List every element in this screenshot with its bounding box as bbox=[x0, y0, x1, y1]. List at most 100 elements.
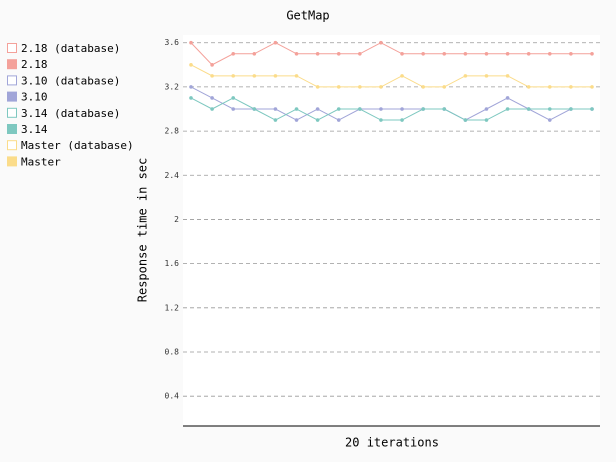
point bbox=[315, 51, 320, 56]
point bbox=[273, 107, 278, 111]
point bbox=[210, 96, 214, 100]
x-axis-label: 20 iterations bbox=[345, 436, 439, 450]
point bbox=[210, 74, 214, 78]
point bbox=[336, 118, 341, 122]
point bbox=[336, 51, 341, 56]
point bbox=[547, 107, 552, 111]
y-axis-label: Response time in sec bbox=[136, 158, 150, 303]
point bbox=[315, 85, 320, 89]
legend-label: 3.10 (database) bbox=[21, 74, 120, 87]
point bbox=[294, 107, 299, 111]
point bbox=[421, 51, 425, 56]
point bbox=[484, 51, 489, 56]
legend-label: 2.18 (database) bbox=[21, 42, 120, 55]
point bbox=[252, 107, 257, 111]
legend-label: 3.14 (database) bbox=[21, 107, 120, 120]
point bbox=[231, 74, 236, 78]
point bbox=[526, 85, 531, 89]
point bbox=[442, 107, 447, 111]
point bbox=[505, 107, 510, 111]
point bbox=[484, 74, 489, 78]
point bbox=[315, 118, 320, 122]
point bbox=[484, 118, 489, 122]
point bbox=[463, 51, 468, 56]
point bbox=[273, 74, 278, 78]
point bbox=[590, 85, 594, 89]
point bbox=[358, 85, 362, 89]
point bbox=[547, 118, 552, 122]
series-line bbox=[190, 42, 592, 66]
point bbox=[189, 40, 193, 45]
point bbox=[484, 107, 489, 111]
point bbox=[294, 51, 299, 56]
legend-swatch bbox=[7, 156, 17, 167]
point bbox=[273, 118, 278, 122]
point bbox=[210, 63, 214, 67]
point bbox=[379, 85, 383, 89]
point bbox=[463, 118, 468, 122]
point bbox=[358, 51, 362, 56]
point bbox=[421, 107, 425, 111]
point bbox=[189, 96, 193, 100]
point bbox=[189, 85, 193, 89]
point bbox=[569, 51, 573, 56]
point bbox=[400, 107, 404, 111]
legend-swatch bbox=[7, 140, 17, 151]
y-tick-label: 1.6 bbox=[165, 259, 180, 268]
point bbox=[231, 51, 236, 56]
legend-label: Master (database) bbox=[21, 139, 134, 152]
point bbox=[231, 96, 236, 100]
point bbox=[526, 107, 531, 111]
legend-label: 3.14 bbox=[21, 123, 48, 136]
series-line bbox=[190, 97, 592, 121]
y-tick-label: 0.4 bbox=[165, 392, 180, 401]
point bbox=[379, 107, 383, 111]
point bbox=[547, 85, 552, 89]
plot-area bbox=[183, 35, 600, 426]
point bbox=[210, 107, 214, 111]
legend-label: Master bbox=[21, 155, 61, 168]
point bbox=[590, 51, 594, 56]
point bbox=[400, 118, 404, 122]
point bbox=[189, 63, 193, 67]
point bbox=[358, 107, 362, 111]
point bbox=[336, 85, 341, 89]
point bbox=[547, 51, 552, 56]
point bbox=[400, 74, 404, 78]
point bbox=[294, 118, 299, 122]
y-tick-label: 3.6 bbox=[165, 38, 180, 47]
y-tick-label: 2.8 bbox=[165, 127, 180, 136]
legend-swatch bbox=[7, 107, 17, 118]
legend-swatch bbox=[7, 91, 17, 102]
legend-swatch bbox=[7, 59, 17, 70]
point bbox=[463, 74, 468, 78]
y-tick-label: 0.8 bbox=[165, 347, 180, 356]
point bbox=[505, 74, 510, 78]
y-tick-label: 2.4 bbox=[165, 171, 180, 180]
point bbox=[379, 40, 383, 45]
point bbox=[421, 85, 425, 89]
chart-title: GetMap bbox=[286, 9, 329, 23]
point bbox=[569, 85, 573, 89]
y-tick-label: 1.2 bbox=[165, 303, 180, 312]
point bbox=[442, 51, 447, 56]
point bbox=[400, 51, 404, 56]
point bbox=[505, 96, 510, 100]
point bbox=[505, 51, 510, 56]
legend-swatch bbox=[7, 43, 17, 53]
legend-swatch bbox=[7, 124, 17, 134]
y-tick-label: 3.2 bbox=[165, 82, 180, 91]
point bbox=[231, 107, 236, 111]
point bbox=[379, 118, 383, 122]
y-tick-label: 2 bbox=[174, 215, 179, 224]
point bbox=[442, 85, 447, 89]
series-line bbox=[190, 86, 592, 121]
point bbox=[252, 74, 257, 78]
point bbox=[526, 51, 531, 56]
legend-label: 2.18 bbox=[21, 58, 48, 71]
legend-label: 3.10 bbox=[21, 91, 48, 104]
legend-swatch bbox=[7, 75, 17, 86]
point bbox=[252, 51, 257, 56]
point bbox=[294, 74, 299, 78]
